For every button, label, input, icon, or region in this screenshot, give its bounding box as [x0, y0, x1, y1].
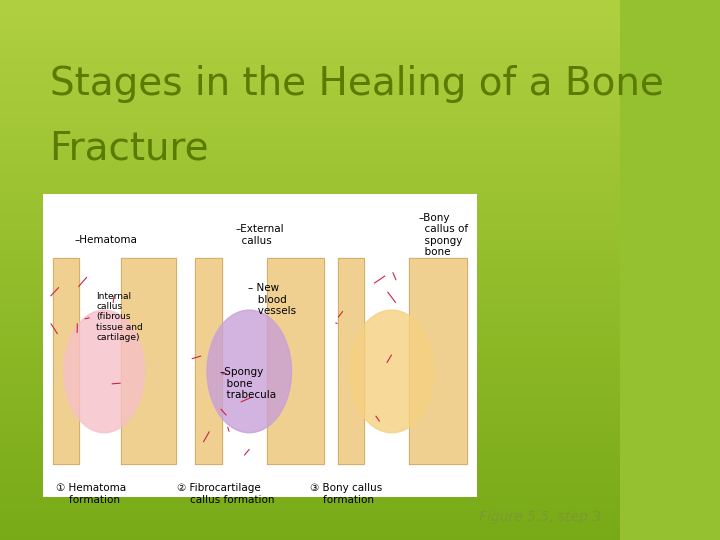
Text: –Bony
  callus of
  spongy
  bone: –Bony callus of spongy bone: [418, 213, 468, 257]
Text: –External
  callus: –External callus: [235, 224, 284, 246]
Polygon shape: [267, 258, 324, 464]
Text: ③ Bony callus
    formation: ③ Bony callus formation: [310, 483, 382, 505]
Ellipse shape: [64, 310, 145, 433]
Polygon shape: [53, 258, 79, 464]
Text: Stages in the Healing of a Bone: Stages in the Healing of a Bone: [50, 65, 663, 103]
Text: Figure 5.5, step 3: Figure 5.5, step 3: [479, 510, 601, 524]
Ellipse shape: [207, 310, 292, 433]
Text: ① Hematoma
    formation: ① Hematoma formation: [55, 483, 126, 505]
Text: – New
   blood
   vessels: – New blood vessels: [248, 283, 296, 316]
Polygon shape: [121, 258, 176, 464]
Text: Fracture: Fracture: [50, 130, 210, 167]
Polygon shape: [338, 258, 364, 464]
Ellipse shape: [349, 310, 434, 433]
Text: Internal
callus
(fibrous
tissue and
cartilage): Internal callus (fibrous tissue and cart…: [96, 292, 143, 342]
Text: ② Fibrocartilage
    callus formation: ② Fibrocartilage callus formation: [176, 483, 274, 505]
Text: –Spongy
  bone
  trabecula: –Spongy bone trabecula: [220, 367, 276, 400]
Polygon shape: [410, 258, 467, 464]
Polygon shape: [195, 258, 222, 464]
FancyBboxPatch shape: [43, 194, 477, 497]
Text: –Hematoma: –Hematoma: [74, 235, 138, 245]
